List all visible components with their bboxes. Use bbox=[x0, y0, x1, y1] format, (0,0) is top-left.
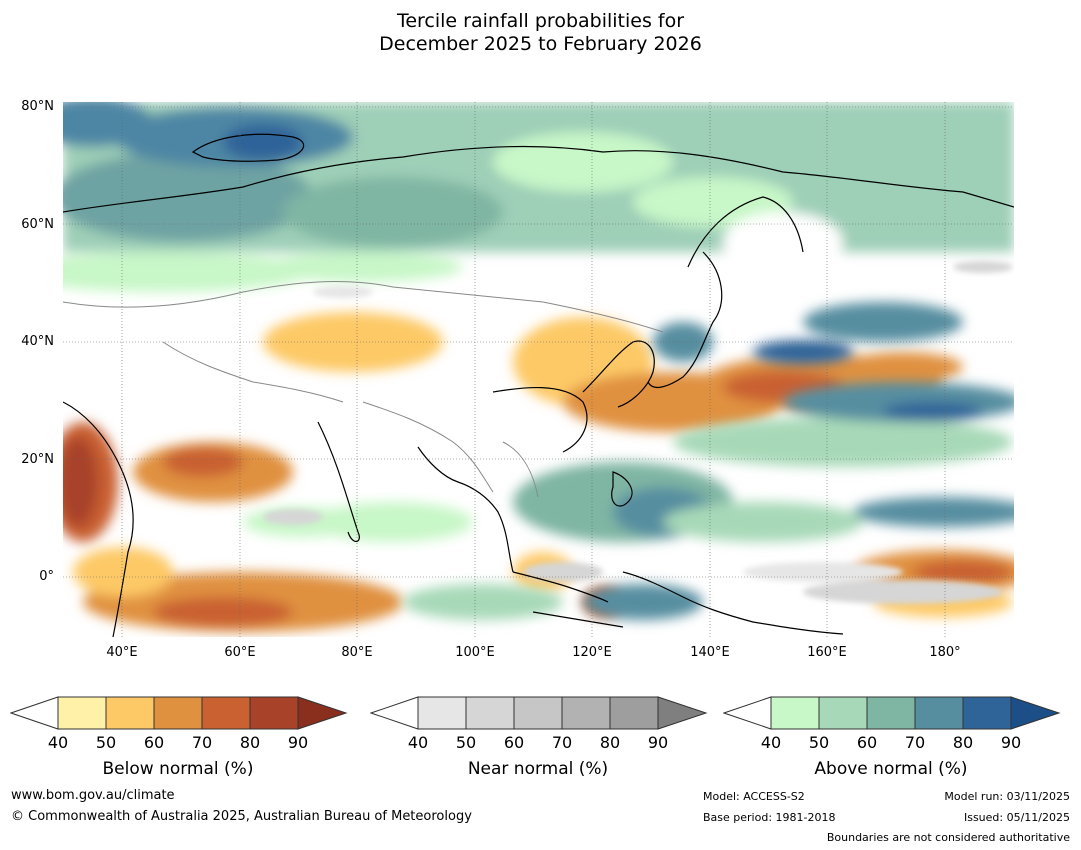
lon-label-80e: 80°E bbox=[341, 645, 373, 660]
cbar1-tick-40: 40 bbox=[47, 733, 69, 752]
lat-label-60n: 60°N bbox=[21, 217, 54, 232]
lon-label-60e: 60°E bbox=[224, 645, 256, 660]
cbar2-tick-40: 40 bbox=[407, 733, 429, 752]
lat-label-80n: 80°N bbox=[21, 99, 54, 114]
colorbar-below-normal bbox=[10, 696, 348, 730]
cbar3-tick-60: 60 bbox=[856, 733, 878, 752]
cbar2-tick-80: 80 bbox=[599, 733, 621, 752]
footer-issued: Issued: 05/11/2025 bbox=[963, 811, 1070, 824]
coastlines bbox=[63, 133, 1014, 637]
cbar3-tick-70: 70 bbox=[904, 733, 926, 752]
map-title-line2: December 2025 to February 2026 bbox=[379, 33, 702, 55]
lon-label-160e: 160°E bbox=[807, 645, 847, 660]
cbar2-tick-90: 90 bbox=[647, 733, 669, 752]
footer-copyright: © Commonwealth of Australia 2025, Austra… bbox=[11, 809, 472, 824]
above-normal-north-field bbox=[63, 102, 1014, 292]
cbar3-tick-40: 40 bbox=[760, 733, 782, 752]
country-borders bbox=[63, 281, 664, 498]
colorbar-title-above: Above normal (%) bbox=[814, 759, 968, 779]
footer-url: www.bom.gov.au/climate bbox=[11, 788, 175, 803]
below-normal-field bbox=[63, 312, 1014, 632]
map-canvas bbox=[63, 102, 1014, 637]
map-title-line1: Tercile rainfall probabilities for bbox=[396, 10, 685, 32]
cbar2-tick-50: 50 bbox=[455, 733, 477, 752]
cbar3-tick-90: 90 bbox=[1000, 733, 1022, 752]
footer-model-run: Model run: 03/11/2025 bbox=[944, 790, 1070, 803]
cbar2-tick-70: 70 bbox=[551, 733, 573, 752]
colorbar-above-normal bbox=[723, 696, 1061, 730]
lon-label-100e: 100°E bbox=[455, 645, 495, 660]
cbar1-tick-50: 50 bbox=[95, 733, 117, 752]
lon-label-120e: 120°E bbox=[572, 645, 612, 660]
cbar1-tick-60: 60 bbox=[143, 733, 165, 752]
lon-label-40e: 40°E bbox=[106, 645, 138, 660]
near-normal-field bbox=[263, 261, 1013, 604]
lon-label-180: 180° bbox=[929, 645, 961, 660]
footer-base-period: Base period: 1981-2018 bbox=[703, 811, 836, 824]
cbar1-tick-70: 70 bbox=[191, 733, 213, 752]
lon-label-140e: 140°E bbox=[690, 645, 730, 660]
footer-disclaimer: Boundaries are not considered authoritat… bbox=[826, 831, 1070, 844]
cbar3-tick-50: 50 bbox=[808, 733, 830, 752]
graticule bbox=[63, 102, 1014, 637]
cbar1-tick-90: 90 bbox=[287, 733, 309, 752]
above-normal-tropical-field bbox=[243, 302, 1014, 620]
footer-model: Model: ACCESS-S2 bbox=[703, 790, 805, 803]
cbar1-tick-80: 80 bbox=[239, 733, 261, 752]
cbar2-tick-60: 60 bbox=[503, 733, 525, 752]
cbar3-tick-80: 80 bbox=[952, 733, 974, 752]
colorbar-title-below: Below normal (%) bbox=[102, 759, 254, 779]
lat-label-20n: 20°N bbox=[21, 452, 54, 467]
lat-label-40n: 40°N bbox=[21, 334, 54, 349]
colorbar-near-normal bbox=[370, 696, 708, 730]
lat-label-0: 0° bbox=[39, 569, 54, 584]
colorbar-title-near: Near normal (%) bbox=[467, 759, 609, 779]
rainfall-probability-map bbox=[63, 102, 1014, 637]
